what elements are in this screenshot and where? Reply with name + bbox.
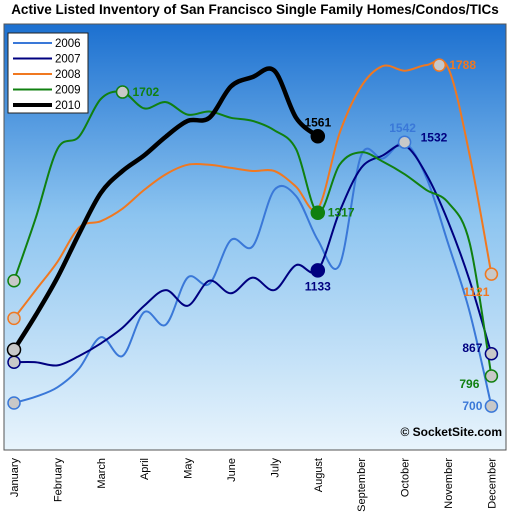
data-label-1788: 1788 [449, 58, 476, 72]
data-label-867: 867 [462, 341, 482, 355]
x-tick-label-august: August [313, 458, 325, 492]
legend-label-2009: 2009 [55, 85, 81, 97]
marker-2006-2 [484, 399, 499, 413]
marker-2008-6 [7, 311, 21, 326]
marker-2007-5 [484, 347, 499, 361]
x-axis-tick-labels: January February March April May June July Augu… [9, 458, 498, 512]
marker-2006-1 [397, 135, 412, 149]
legend-label-2006: 2006 [55, 38, 81, 50]
marker-2007-4 [310, 263, 326, 278]
series-line-2007 [13, 143, 493, 367]
legend-label-2008: 2008 [55, 69, 81, 81]
marker-2009-12 [484, 369, 499, 383]
marker-2007-3 [7, 355, 21, 369]
marker-2010-13 [6, 342, 22, 357]
series-line-2008 [13, 59, 493, 320]
x-tick-label-december: December [486, 458, 498, 509]
data-label-1121: 1121 [463, 285, 489, 299]
marker-2010-14 [310, 129, 326, 144]
series-lines [11, 59, 493, 408]
data-label-1532: 1532 [421, 130, 448, 144]
x-tick-label-june: June [226, 458, 238, 482]
marker-2008-8 [484, 267, 499, 281]
legend: 2006 2007 2008 2009 2010 [7, 32, 89, 114]
credit-text: © SocketSite.com [400, 425, 502, 439]
chart-title: Active Listed Inventory of San Francisco… [11, 2, 499, 17]
x-tick-label-november: November [443, 458, 455, 509]
x-tick-label-january: January [9, 458, 21, 498]
data-label-700: 700 [462, 399, 482, 413]
marker-2008-7 [432, 58, 447, 72]
marker-2009-9 [7, 273, 21, 288]
marker-2009-11 [310, 205, 326, 220]
data-label-1317: 1317 [328, 206, 355, 220]
x-tick-label-september: September [356, 458, 368, 512]
x-tick-label-october: October [400, 458, 412, 497]
series-line-2009 [13, 90, 493, 377]
x-tick-label-february: February [52, 458, 64, 503]
x-tick-label-july: July [269, 458, 281, 478]
series-line-2010 [11, 66, 321, 352]
data-label-1702: 1702 [133, 85, 160, 99]
x-tick-label-may: May [183, 458, 195, 479]
data-label-1542: 1542 [389, 121, 416, 135]
marker-2009-10 [115, 85, 130, 99]
data-label-1561: 1561 [304, 115, 331, 129]
legend-label-2007: 2007 [55, 54, 81, 66]
data-label-796: 796 [459, 377, 479, 391]
legend-label-2010: 2010 [55, 100, 81, 112]
data-labels: 1702 1561 1317 1133 1542 1532 1788 1121 867 796 70… [133, 58, 490, 413]
data-label-1133: 1133 [305, 279, 331, 293]
x-tick-label-march: March [96, 458, 108, 489]
marker-2006-0 [7, 396, 21, 410]
x-tick-label-april: April [139, 458, 151, 480]
series-markers [6, 58, 499, 413]
